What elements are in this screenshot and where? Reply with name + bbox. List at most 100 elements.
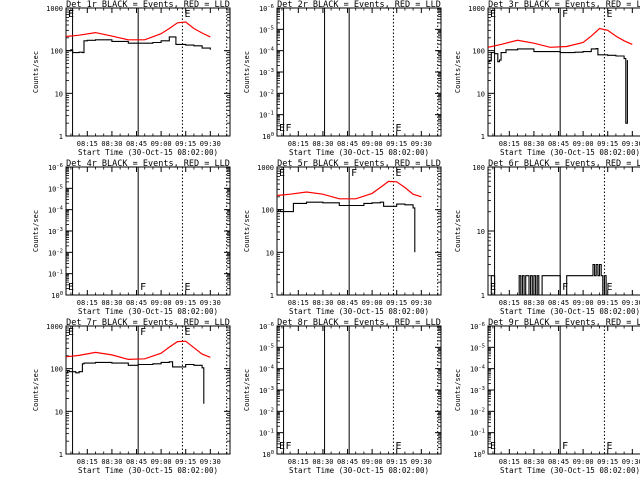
series-events-line (277, 201, 416, 253)
y-tick-label: 100 (472, 48, 485, 56)
x-tick-label: 08:30 (523, 299, 544, 307)
y-tick-label: 10-3 (48, 227, 63, 236)
y-tick-label: 10-3 (259, 386, 274, 395)
x-tick-label: 08:15 (288, 140, 309, 148)
y-axis-label: Counts/sec (243, 51, 251, 93)
y-tick-label: 1 (270, 292, 274, 300)
detector-panel-4: Det 4r BLACK = Events, RED = LLD 100 10-1 1… (32, 159, 231, 316)
detector-panel-5: Det 5r BLACK = Events, RED = LLD 1 10 100 10… (243, 159, 442, 316)
marker-E-start: E (68, 282, 74, 293)
detector-panel-9: Det 9r BLACK = Events, RED = LLD 100 10-1 1… (454, 318, 640, 475)
y-tick-label: 1000 (468, 5, 485, 13)
detector-panel-3: Det 3r BLACK = Events, RED = LLD 1 10 100 10… (454, 0, 640, 157)
x-tick-label: 08:30 (523, 140, 544, 148)
panel-title: Det 8r BLACK = Events, RED = LLD (277, 318, 441, 328)
x-tick-label: 08:30 (101, 458, 122, 466)
x-tick-label: 08:45 (548, 458, 569, 466)
x-tick-label: 09:30 (411, 299, 432, 307)
detector-panel-6: Det 6r BLACK = Events, RED = LLD 1 10 100 Co… (454, 159, 640, 316)
x-axis-label: Start Time (30-Oct-15 08:02:00) (289, 466, 429, 475)
y-tick-label: 10-5 (470, 343, 485, 352)
series-lld-line (276, 180, 422, 200)
panel-title: Det 4r BLACK = Events, RED = LLD (66, 159, 230, 169)
y-tick-label: 10-1 (48, 270, 63, 279)
detector-panel-1: Det 1r BLACK = Events, RED = LLD 1 10 100 10… (32, 0, 231, 157)
plot-frame (65, 325, 231, 455)
series-lld-line (65, 21, 211, 41)
x-axis-label: Start Time (30-Oct-15 08:02:00) (500, 466, 640, 475)
y-tick-label: 10-5 (48, 184, 63, 193)
y-tick-label: 1000 (46, 323, 63, 331)
series-events-line (66, 36, 211, 54)
y-tick-label: 10-1 (470, 429, 485, 438)
marker-E-start: E (490, 9, 496, 20)
x-tick-label: 09:00 (362, 140, 383, 148)
x-tick-label: 08:45 (126, 140, 147, 148)
panel-title: Det 5r BLACK = Events, RED = LLD (277, 159, 441, 169)
marker-F: F (562, 282, 568, 293)
y-tick-label: 10-4 (48, 206, 64, 215)
x-tick-label: 09:30 (411, 458, 432, 466)
y-tick-label: 10-6 (259, 322, 274, 331)
x-tick-label: 08:45 (126, 458, 147, 466)
y-tick-label: 10 (266, 249, 274, 257)
marker-E-end: E (395, 168, 401, 179)
y-axis-label: Counts/sec (32, 51, 40, 93)
x-axis-label: Start Time (30-Oct-15 08:02:00) (78, 466, 218, 475)
series-events-line (488, 48, 628, 124)
panel-title: Det 1r BLACK = Events, RED = LLD (66, 0, 230, 10)
x-tick-label: 09:15 (597, 458, 618, 466)
y-tick-label: 10-1 (259, 429, 274, 438)
marker-E-start: E (490, 282, 496, 293)
x-tick-label: 09:00 (573, 458, 594, 466)
y-tick-label: 10 (477, 90, 485, 98)
marker-E-end: E (395, 441, 401, 452)
y-tick-label: 100 (473, 450, 485, 459)
x-tick-label: 09:00 (151, 458, 172, 466)
y-tick-label: 1 (59, 451, 63, 459)
x-tick-label: 09:00 (573, 140, 594, 148)
plot-frame (65, 7, 231, 137)
x-tick-label: 09:15 (175, 140, 196, 148)
series-events-line (66, 361, 205, 404)
x-tick-label: 08:45 (337, 299, 358, 307)
x-tick-label: 09:00 (151, 140, 172, 148)
marker-E-start: E (68, 327, 74, 338)
marker-E-end: E (606, 9, 612, 20)
panel-title: Det 2r BLACK = Events, RED = LLD (277, 0, 441, 10)
x-tick-label: 08:30 (312, 458, 333, 466)
y-axis-label: Counts/sec (32, 369, 40, 411)
marker-E-end: E (184, 282, 190, 293)
marker-E-end: E (184, 327, 190, 338)
x-tick-label: 08:30 (312, 140, 333, 148)
x-tick-label: 08:45 (548, 299, 569, 307)
series-events-line (489, 263, 607, 296)
x-tick-label: 08:15 (288, 299, 309, 307)
y-tick-label: 10 (55, 408, 63, 416)
y-tick-label: 10-6 (48, 163, 63, 172)
marker-E-start: E (279, 168, 285, 179)
y-tick-label: 10-2 (259, 407, 274, 416)
y-tick-label: 1000 (257, 164, 274, 172)
marker-E-end: E (184, 9, 190, 20)
plot-frame (487, 166, 640, 296)
x-tick-label: 09:30 (622, 140, 640, 148)
y-tick-label: 10-4 (259, 365, 275, 374)
panel-title: Det 3r BLACK = Events, RED = LLD (488, 0, 640, 10)
detector-panel-8: Det 8r BLACK = Events, RED = LLD 100 10-1 1… (243, 318, 442, 475)
y-axis-label: Counts/sec (243, 210, 251, 252)
x-tick-label: 09:15 (175, 458, 196, 466)
plot-frame (276, 7, 442, 137)
x-tick-label: 08:30 (523, 458, 544, 466)
y-tick-label: 10-1 (259, 111, 274, 120)
x-tick-label: 08:30 (101, 140, 122, 148)
x-tick-label: 08:45 (548, 140, 569, 148)
y-tick-label: 1 (59, 133, 63, 141)
y-tick-label: 1 (481, 292, 485, 300)
marker-E-end: E (606, 282, 612, 293)
panel-title: Det 7r BLACK = Events, RED = LLD (66, 318, 230, 328)
x-axis-label: Start Time (30-Oct-15 08:02:00) (500, 148, 640, 157)
y-tick-label: 10-6 (259, 4, 274, 13)
plot-frame (487, 7, 640, 137)
x-tick-label: 09:15 (386, 299, 407, 307)
